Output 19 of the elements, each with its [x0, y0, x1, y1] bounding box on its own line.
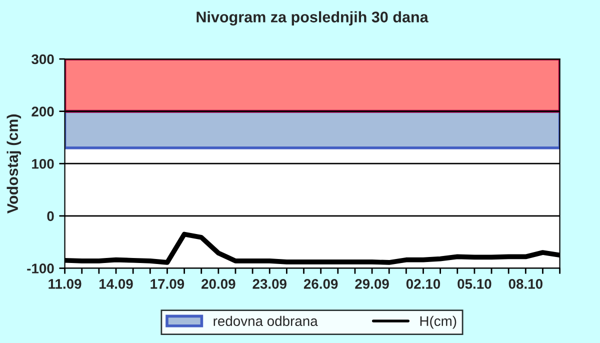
x-tick-label: 02.10	[406, 279, 440, 289]
x-tick-label: 29.09	[355, 279, 389, 289]
chart-title: Nivogram za poslednjih 30 dana	[196, 11, 428, 26]
y-tick-label: -100	[27, 264, 54, 274]
legend-label: redovna odbrana	[214, 316, 318, 326]
x-tick-label: 08.10	[508, 279, 542, 289]
y-tick-label: 300	[32, 54, 54, 64]
x-tick-label: 17.09	[150, 279, 184, 289]
y-tick-label: 0	[47, 211, 54, 222]
x-tick-label: 14.09	[100, 279, 133, 289]
legend-label: H(cm)	[420, 316, 456, 329]
x-tick-label: 11.09	[48, 279, 82, 289]
x-tick-label: 26.09	[304, 279, 338, 289]
y-axis-title: Vodostaj (cm)	[6, 114, 22, 214]
x-tick-label: 23.09	[252, 279, 286, 289]
x-tick-label: 05.10	[458, 279, 492, 289]
x-tick-label: 20.09	[202, 279, 236, 289]
y-tick-label: 100	[32, 158, 54, 169]
y-tick-label: 200	[32, 106, 54, 116]
